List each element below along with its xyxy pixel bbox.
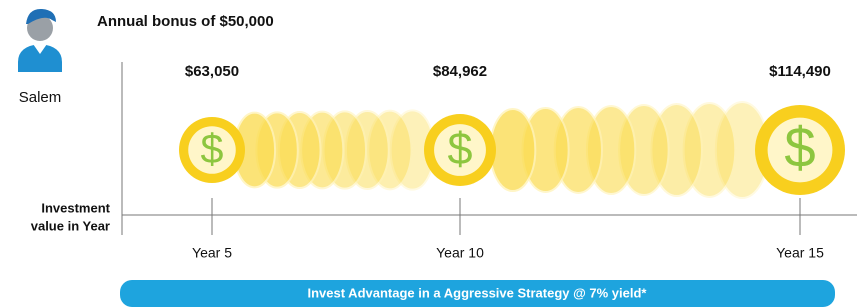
milestone-label: Year 15 [776,245,824,261]
coin-symbol: $ [447,123,472,174]
coin-symbol: $ [784,116,815,179]
milestone-value: $63,050 [185,63,239,80]
person-icon [18,9,62,72]
page: {"header": {"title": "Annual bonus of $5… [0,0,857,308]
person-name: Salem [19,89,62,106]
milestone-value: $84,962 [433,63,487,80]
milestone-value: $114,490 [769,63,831,80]
axis-label: value in Year [31,218,110,233]
milestone-label: Year 10 [436,245,484,261]
coin-symbol: $ [201,126,224,172]
coins: $ $ $ [179,102,845,198]
infographic: Salem Annual bonus of $50,000 Investment… [0,0,857,308]
axis-label: Investment [41,200,110,215]
footer-text: Invest Advantage in a Aggressive Strateg… [307,285,647,300]
coin-trail [490,109,535,191]
title: Annual bonus of $50,000 [97,13,274,30]
milestone-label: Year 5 [192,245,232,261]
